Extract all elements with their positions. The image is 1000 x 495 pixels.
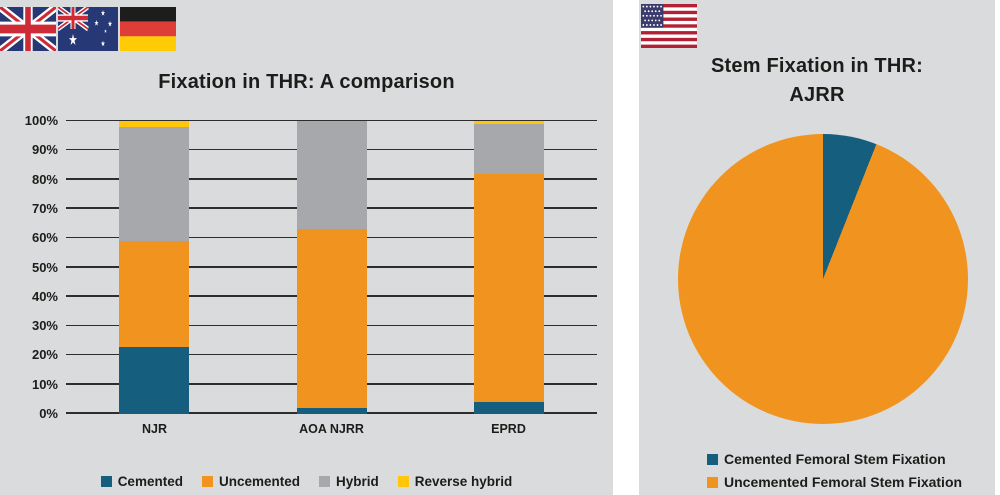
y-tick-label: 90% — [31, 142, 58, 158]
right-chart-title-line1: Stem Fixation in THR: — [711, 55, 923, 77]
segment-uncemented — [296, 229, 367, 409]
x-axis-label-aoa-njrr: AOA NJRR — [299, 422, 364, 436]
left-chart-panel: Fixation in THR: A comparison 0% 10% 20% 30… — [0, 0, 613, 495]
y-tick-label: 10% — [31, 376, 58, 392]
segment-hybrid — [119, 126, 190, 242]
x-axis-labels: NJR AOA NJRR EPRD — [66, 422, 597, 438]
australia-flag-icon — [58, 7, 118, 51]
segment-uncemented — [473, 173, 544, 403]
segment-cemented — [473, 402, 544, 414]
legend-swatch-uncemented-femoral-stem-fixation — [707, 476, 718, 488]
y-tick-label: 80% — [31, 171, 58, 187]
y-tick-label: 100% — [24, 113, 58, 128]
segment-reverse-hybrid — [119, 121, 190, 127]
uk-flag-icon — [0, 7, 56, 51]
y-tick-label: 70% — [31, 200, 58, 216]
y-tick-label: 60% — [31, 230, 58, 246]
segment-reverse-hybrid — [473, 121, 544, 124]
segment-cemented — [296, 408, 367, 414]
legend-item-uncemented-femoral-stem-fixation: Uncemented Femoral Stem Fixation — [707, 474, 962, 490]
bar-chart-legend: Cemented Uncemented Hybrid Reverse hybrid — [0, 474, 613, 489]
pie-chart — [678, 134, 968, 424]
segment-hybrid — [296, 121, 367, 230]
legend-label-hybrid: Hybrid — [335, 474, 379, 489]
pie-chart-legend: Cemented Femoral Stem Fixation Uncemented… — [707, 451, 962, 490]
germany-flag-icon — [120, 7, 176, 51]
legend-label-cemented-femoral-stem-fixation: Cemented Femoral Stem Fixation — [724, 451, 946, 467]
y-tick-label: 0% — [39, 406, 58, 421]
y-tick-label: 30% — [31, 318, 58, 334]
legend-swatch-uncemented — [201, 476, 213, 487]
legend-label-uncemented: Uncemented — [218, 474, 300, 489]
legend-swatch-cemented-femoral-stem-fixation — [707, 453, 718, 465]
legend-item-cemented-femoral-stem-fixation: Cemented Femoral Stem Fixation — [707, 451, 962, 467]
right-chart-title-line2: AJRR — [789, 84, 845, 106]
usa-flag-icon — [641, 4, 697, 48]
legend-swatch-hybrid — [318, 476, 330, 487]
segment-hybrid — [473, 123, 544, 174]
y-tick-label: 50% — [31, 259, 58, 275]
segment-uncemented — [119, 241, 190, 347]
legend-swatch-reverse-hybrid — [397, 476, 409, 487]
x-axis-label-eprd: EPRD — [491, 422, 526, 436]
segment-cemented — [119, 346, 190, 414]
right-chart-title: Stem Fixation in THR: AJRR — [639, 52, 995, 110]
bar-aoa-njrr — [296, 121, 367, 414]
gridline-100% — [66, 119, 597, 121]
legend-label-cemented: Cemented — [117, 474, 183, 489]
right-chart-panel: Stem Fixation in THR: AJRR Cemented Femo… — [639, 0, 995, 495]
y-tick-label: 20% — [31, 347, 58, 363]
x-axis-label-njr: NJR — [141, 422, 167, 436]
flag-row — [0, 7, 176, 51]
y-tick-label: 40% — [31, 288, 58, 304]
bar-njr — [119, 121, 190, 414]
legend-label-uncemented-femoral-stem-fixation: Uncemented Femoral Stem Fixation — [724, 474, 963, 490]
legend-item-hybrid: Hybrid — [318, 474, 379, 489]
legend-label-reverse-hybrid: Reverse hybrid — [414, 474, 513, 489]
legend-item-cemented: Cemented — [100, 474, 183, 489]
commonwealth-star — [69, 33, 77, 45]
bar-eprd — [473, 121, 544, 414]
stacked-bar-chart: 0% 10% 20% 30% 40% 50% 60% 70% 80% 90% 100% — [25, 113, 597, 421]
legend-swatch-cemented — [100, 476, 112, 487]
left-chart-title: Fixation in THR: A comparison — [158, 71, 455, 93]
legend-item-reverse-hybrid: Reverse hybrid — [397, 474, 513, 489]
legend-item-uncemented: Uncemented — [201, 474, 300, 489]
